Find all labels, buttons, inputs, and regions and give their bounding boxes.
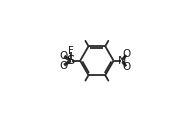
Text: O: O [59,50,67,61]
Text: N: N [118,56,126,66]
Text: S: S [66,54,75,67]
Text: O: O [122,62,131,72]
Text: O: O [59,61,67,71]
Text: O: O [122,49,131,59]
Text: F: F [68,46,74,56]
